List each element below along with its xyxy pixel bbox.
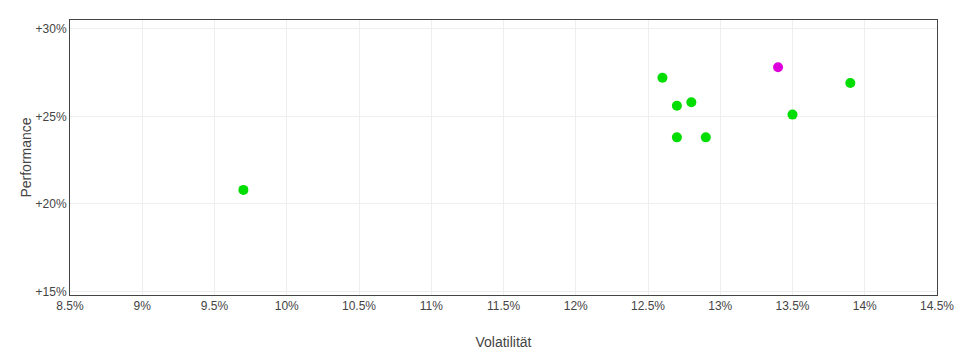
svg-text:13%: 13% — [708, 299, 732, 313]
svg-text:8.5%: 8.5% — [56, 299, 84, 313]
svg-text:+20%: +20% — [36, 197, 67, 211]
svg-text:14%: 14% — [853, 299, 877, 313]
svg-text:Performance: Performance — [18, 117, 34, 197]
svg-text:9.5%: 9.5% — [201, 299, 229, 313]
svg-text:11%: 11% — [420, 299, 443, 313]
svg-text:11.5%: 11.5% — [487, 299, 520, 313]
svg-text:12.5%: 12.5% — [631, 299, 665, 313]
svg-text:12%: 12% — [564, 299, 588, 313]
svg-text:10%: 10% — [275, 299, 299, 313]
svg-text:9%: 9% — [134, 299, 152, 313]
svg-text:14.5%: 14.5% — [920, 299, 954, 313]
svg-text:+15%: +15% — [36, 285, 67, 299]
svg-text:10.5%: 10.5% — [342, 299, 376, 313]
svg-text:Volatilität: Volatilität — [475, 334, 531, 350]
svg-text:13.5%: 13.5% — [775, 299, 809, 313]
svg-text:+25%: +25% — [36, 110, 67, 124]
svg-text:+30%: +30% — [36, 22, 67, 36]
